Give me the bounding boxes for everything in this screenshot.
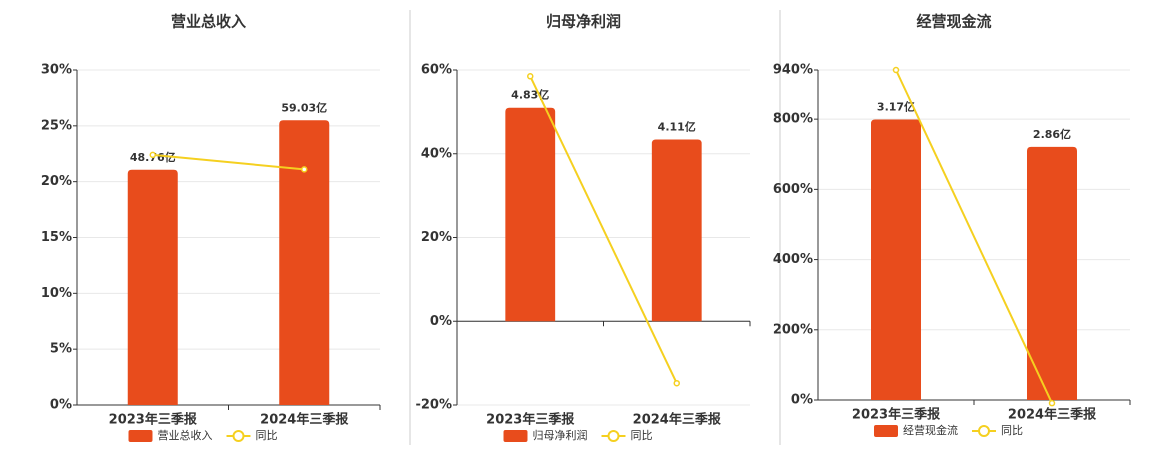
chart-title: 归母净利润 [546,13,621,31]
y-tick-label: 0% [50,398,72,413]
value-label: 2.86亿 [1033,127,1071,141]
x-tick-label: 2024年三季报 [1008,407,1097,423]
y-tick-label: 60% [421,63,452,78]
line-point [1048,399,1056,407]
bar [505,107,556,322]
y-tick-label: 0% [430,314,452,329]
y-tick-label: 30% [41,63,72,78]
y-tick-label: 15% [41,230,72,245]
legend-swatch [232,430,245,442]
value-label: 4.83亿 [511,88,549,102]
y-tick-label: 5% [50,342,72,357]
y-tick-label: 940% [773,63,813,78]
y-tick-label: 20% [41,174,72,189]
y-tick-label: 40% [421,146,452,161]
bar [127,169,178,405]
legend-swatch [503,430,528,442]
x-tick-label: 2023年三季报 [109,412,198,428]
legend-label: 同比 [256,429,278,442]
y-tick-label: 20% [421,230,452,245]
line-point [892,66,900,74]
bar [871,119,921,400]
y-tick-label: -20% [415,398,452,413]
y-tick-label: 10% [41,286,72,301]
line [152,153,305,171]
chart-title: 经营现金流 [916,13,991,31]
x-tick-label: 2024年三季报 [260,412,349,428]
value-label: 59.03亿 [281,100,327,114]
x-tick-label: 2023年三季报 [852,407,941,423]
chart-panel: 经营现金流 0% 200% 400% 600% 800% 940% 2023年三季报 2024年… [773,13,1131,437]
x-tick-label: 2024年三季报 [633,412,722,428]
y-tick-label: 400% [773,252,813,267]
bar [279,120,330,405]
legend-label: 同比 [631,429,653,442]
chart-panel: 归母净利润-20%0%20%40%60%2023年三季报 2024年三季报归母净利… [415,13,751,442]
y-tick-label: 200% [773,322,813,337]
line [529,75,678,384]
y-tick-label: 800% [773,112,813,127]
legend-swatch [607,430,620,442]
line-point [149,151,156,159]
line [895,69,1053,404]
legend-swatch [128,430,153,442]
bar [1027,146,1077,400]
legend-label: 营业总收入 [158,428,213,442]
chart-title: 营业总收入 [171,13,246,31]
legend-swatch [874,425,898,437]
y-tick-label: 0% [791,393,813,408]
legend-label: 经营现金流 [903,423,958,437]
line-point [673,379,680,387]
chart-panel: 营业总收入 0% 5% 10% 15% 20% 25% 30% 2023年三季报 2024年三季报… [41,13,381,442]
x-tick-label: 2023年三季报 [486,412,575,428]
value-label: 4.11亿 [658,120,696,134]
legend-swatch [978,425,990,437]
value-label: 3.17亿 [877,100,915,114]
legend-label: 同比 [1001,424,1023,437]
line-point [527,73,534,80]
bar [651,139,702,322]
line-point [301,166,308,173]
y-tick-label: 25% [41,118,72,133]
legend-label: 归母净利润 [533,428,588,442]
y-tick-label: 600% [773,182,813,197]
